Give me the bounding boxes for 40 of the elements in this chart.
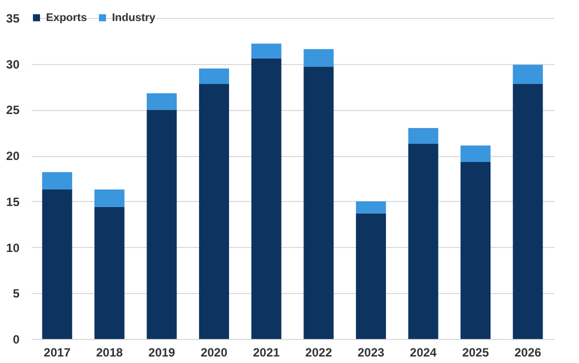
- bar: [356, 201, 386, 214]
- bar: [356, 213, 386, 339]
- bar: [408, 128, 438, 144]
- bar: [251, 58, 282, 339]
- x-tick-label: 2023: [358, 346, 385, 360]
- bar: [42, 190, 72, 339]
- legend-label: Exports: [46, 12, 87, 24]
- y-tick-label: 20: [6, 149, 20, 164]
- bar: [304, 49, 334, 67]
- bar: [42, 172, 72, 190]
- y-tick-label: 10: [6, 240, 20, 255]
- x-tick-label: 2019: [148, 346, 176, 360]
- bar: [94, 190, 124, 207]
- bar: [94, 206, 124, 339]
- bar: [512, 64, 543, 84]
- bar: [199, 84, 230, 339]
- y-tick-label: 25: [6, 103, 20, 118]
- bar: [512, 84, 543, 339]
- y-tick-label: 0: [12, 332, 20, 346]
- y-tick-label: 15: [6, 194, 20, 209]
- bar: [251, 44, 282, 58]
- x-tick-label: 2022: [305, 346, 332, 360]
- bar: [146, 110, 177, 339]
- bar: [460, 162, 491, 339]
- x-tick-label: 2024: [410, 346, 437, 360]
- x-tick-label: 2021: [253, 346, 280, 360]
- y-tick-label: 35: [6, 12, 20, 26]
- bar: [304, 66, 334, 339]
- bar: [408, 144, 438, 339]
- x-tick-label: 2026: [514, 346, 542, 360]
- legend-label: Industry: [112, 12, 156, 24]
- x-tick-label: 2017: [44, 346, 71, 360]
- x-tick-label: 2018: [96, 346, 124, 360]
- bar: [146, 93, 177, 110]
- x-tick-label: 2025: [462, 346, 490, 360]
- y-tick-label: 30: [6, 57, 20, 72]
- bar: [460, 145, 491, 162]
- bar: [199, 68, 230, 84]
- x-tick-label: 2020: [200, 346, 228, 360]
- y-tick-label: 5: [12, 286, 20, 301]
